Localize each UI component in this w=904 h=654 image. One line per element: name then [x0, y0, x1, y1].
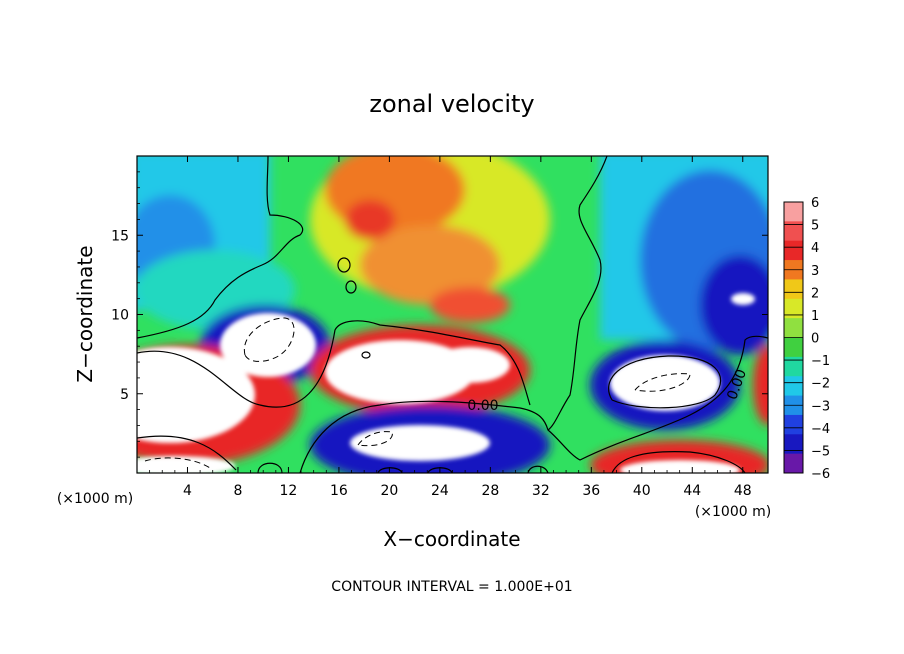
region-red-streak — [430, 287, 510, 323]
region-red-patch — [345, 200, 395, 240]
colorbar-label-11: −5 — [811, 444, 830, 459]
x-tick-label-12: 12 — [280, 483, 298, 499]
contour-small-loop-2 — [345, 280, 357, 294]
y-axis: 5 10 15 — [111, 171, 768, 458]
colorbar-label-2: 4 — [811, 241, 819, 256]
x-tick-label-20: 20 — [380, 483, 398, 499]
colorbar: 6 5 4 3 2 1 0 −1 −2 −3 −4 −5 −6 — [783, 196, 830, 482]
region-red-edge-right — [753, 345, 768, 425]
colorbar-swatch-5 — [784, 298, 803, 319]
white-blob-lower-center — [350, 425, 490, 461]
white-blob-bottom-right — [620, 460, 740, 473]
colorbar-swatch-12 — [784, 434, 803, 455]
x-unit-right: (×1000 m) — [695, 504, 771, 520]
colorbar-swatch-7 — [784, 337, 803, 358]
colorbar-swatch-13 — [784, 453, 803, 474]
colorbar-label-1: 5 — [811, 219, 819, 234]
contour-lines — [137, 156, 768, 473]
white-blob-small-right — [731, 293, 755, 305]
colorbar-label-4: 2 — [811, 286, 819, 301]
y-tick-label-5: 5 — [120, 387, 129, 403]
x-axis-title: X−coordinate — [383, 527, 520, 551]
x-tick-label-4: 4 — [183, 483, 192, 499]
y-axis-title: Z−coordinate — [73, 245, 97, 382]
x-tick-label-44: 44 — [683, 483, 701, 499]
plot-area — [137, 156, 768, 473]
x-axis: 4 8 12 16 20 24 28 32 36 40 44 48 — [149, 156, 756, 499]
region-orange-mid — [360, 225, 500, 305]
colorbar-label-10: −4 — [811, 422, 830, 437]
white-blob-right — [610, 355, 720, 411]
dashed-contour-lower — [357, 431, 393, 447]
contour-zero-middle — [137, 320, 531, 408]
contour-small-loop-1 — [337, 257, 351, 273]
x-tick-label-48: 48 — [734, 483, 752, 499]
white-blob-center-right — [430, 347, 510, 383]
colorbar-label-12: −6 — [811, 467, 830, 482]
colorbar-label-9: −3 — [811, 399, 830, 414]
colorbar-label-0: 6 — [811, 196, 819, 211]
contour-small-loop-3 — [361, 351, 371, 359]
region-upper-right-dark — [700, 255, 768, 355]
white-blob-lower-left — [137, 347, 255, 443]
contour-zero-right — [547, 156, 608, 431]
contour-lower-circle-1 — [257, 462, 283, 473]
x-unit-left: (×1000 m) — [57, 491, 133, 507]
x-tick-label-32: 32 — [532, 483, 550, 499]
y-tick-label-15: 15 — [111, 228, 129, 244]
chart-title: zonal velocity — [369, 90, 534, 118]
dashed-contour-bottom-left — [144, 457, 211, 469]
x-tick-label-28: 28 — [481, 483, 499, 499]
colorbar-swatch-9 — [784, 376, 803, 397]
white-blob-bottom-left — [137, 456, 235, 473]
colorbar-label-5: 1 — [811, 309, 819, 324]
colorbar-swatch-4 — [784, 279, 803, 300]
contour-zero-lower — [137, 335, 768, 473]
contour-lower-circle-4 — [527, 465, 549, 473]
x-tick-label-8: 8 — [233, 483, 242, 499]
colorbar-swatch-1 — [784, 221, 803, 242]
x-tick-label-36: 36 — [582, 483, 600, 499]
contour-lower-circle-2 — [377, 467, 403, 473]
colorbar-swatch-6 — [784, 318, 803, 338]
x-tick-label-24: 24 — [431, 483, 449, 499]
x-tick-label-40: 40 — [633, 483, 651, 499]
colorbar-label-6: 0 — [811, 332, 819, 347]
contour-lines-dashed — [144, 317, 691, 469]
colorbar-label-7: −1 — [811, 354, 830, 369]
colorbar-swatch-0 — [784, 202, 803, 222]
contour-zero-upper-left — [137, 156, 304, 339]
colorbar-swatch-8 — [784, 356, 803, 377]
contour-label-center: 0.00 — [467, 398, 498, 414]
colorbar-label-3: 3 — [811, 264, 819, 279]
contour-right-loop — [608, 355, 721, 409]
contour-lower-right — [611, 451, 746, 473]
colorbar-swatch-11 — [784, 414, 803, 435]
x-tick-label-16: 16 — [330, 483, 348, 499]
colorbar-swatch-2 — [784, 240, 803, 261]
colorbar-label-8: −2 — [811, 377, 830, 392]
footer-contour-interval: CONTOUR INTERVAL = 1.000E+01 — [331, 579, 572, 595]
y-tick-label-10: 10 — [111, 308, 129, 324]
white-blob-upper-left — [220, 313, 316, 377]
